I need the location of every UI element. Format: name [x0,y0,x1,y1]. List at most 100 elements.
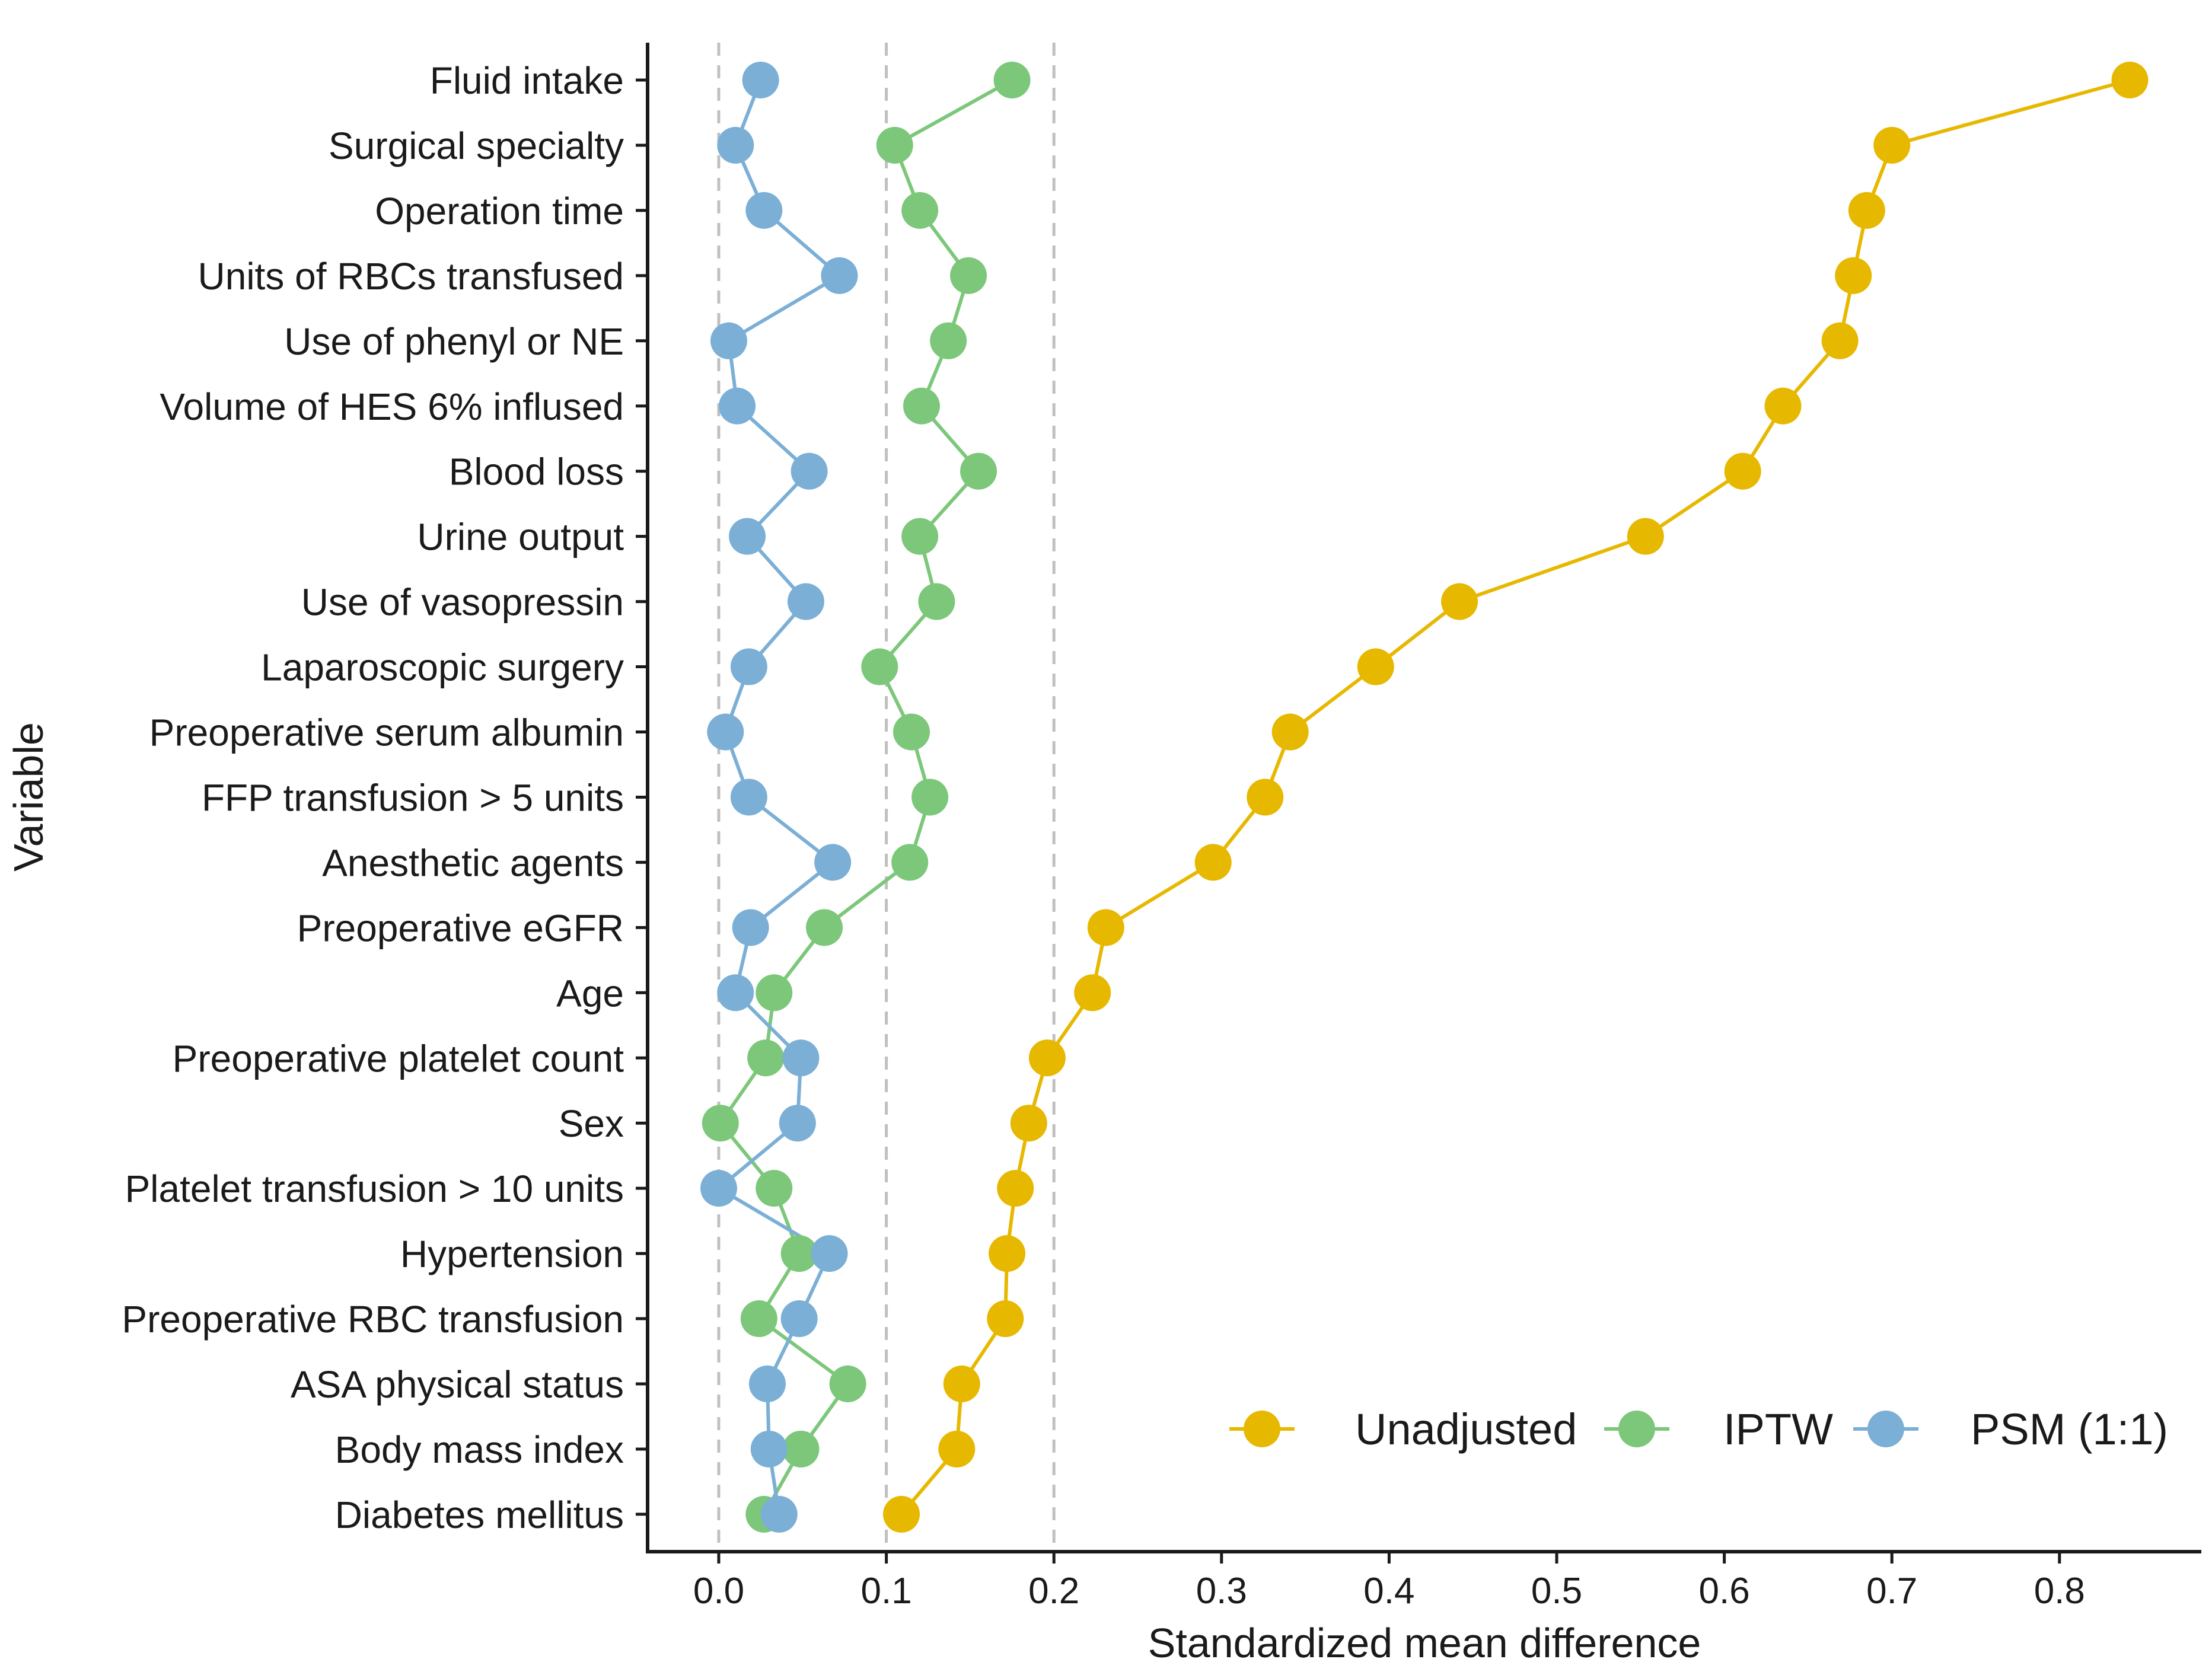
data-point-unadjusted [943,1365,980,1402]
data-point-iptw [993,62,1031,98]
y-tick-label: Laparoscopic surgery [261,646,624,689]
y-tick-label: Hypertension [400,1233,624,1275]
data-point-psm-1-1 [750,1430,788,1467]
data-point-psm-1-1 [729,518,766,555]
data-point-psm-1-1 [700,1170,737,1207]
y-tick-label: Body mass index [335,1428,624,1471]
data-point-unadjusted [1835,257,1872,294]
data-point-iptw [756,1170,793,1207]
data-point-psm-1-1 [730,648,767,685]
y-tick-label: Use of vasopressin [301,581,624,624]
y-tick-label: Preoperative RBC transfusion [122,1298,624,1341]
data-point-unadjusted [2111,62,2149,98]
y-tick-label: Surgical specialty [329,125,624,167]
data-point-unadjusted [938,1430,976,1467]
data-point-iptw [930,322,967,359]
data-point-psm-1-1 [732,909,769,946]
data-point-iptw [960,452,997,490]
data-point-unadjusted [1271,713,1309,751]
legend-key-dot-iptw [1618,1411,1655,1447]
data-point-psm-1-1 [730,779,767,816]
x-axis-ticks: 0.0 0.1 0.2 0.3 0.4 0.5 0.6 0.7 0.8 [693,1552,2085,1612]
data-point-unadjusted [1357,648,1394,685]
y-tick-label: Sex [559,1102,624,1145]
legend-label-psm-1-1: PSM (1:1) [1971,1405,2168,1454]
axes [646,43,2201,1553]
data-point-psm-1-1 [780,1300,818,1338]
data-point-psm-1-1 [717,126,754,164]
data-point-iptw [780,1235,818,1272]
y-tick-label: Units of RBCs transfused [198,255,624,298]
y-tick-label: FFP transfusion > 5 units [202,776,624,819]
y-tick-label: Preoperative eGFR [297,907,624,949]
y-tick-label: Platelet transfusion > 10 units [125,1167,624,1210]
legend-label-unadjusted: Unadjusted [1355,1405,1577,1454]
data-point-unadjusted [987,1300,1024,1338]
data-point-iptw [911,779,949,816]
x-tick-label: 0.0 [693,1571,744,1612]
data-point-iptw [747,1039,785,1077]
data-point-iptw [740,1300,777,1338]
y-axis-title: Variable [5,722,52,872]
data-point-iptw [829,1365,866,1402]
data-point-iptw [861,648,898,685]
data-point-psm-1-1 [787,583,824,620]
data-point-unadjusted [1441,583,1478,620]
data-point-psm-1-1 [821,257,858,294]
data-point-psm-1-1 [791,452,828,490]
data-point-unadjusted [989,1235,1026,1272]
data-point-psm-1-1 [782,1039,820,1077]
data-point-psm-1-1 [760,1495,798,1533]
y-tick-label: Volume of HES 6% inflused [160,385,624,428]
series-points [700,62,2149,1533]
x-tick-label: 0.8 [2034,1571,2085,1612]
data-point-psm-1-1 [748,1365,786,1402]
x-axis-title: Standardized mean difference [1148,1620,1701,1666]
y-tick-label: Operation time [375,190,624,232]
data-point-iptw [903,387,940,425]
data-point-unadjusted [1247,779,1284,816]
data-point-iptw [876,126,913,164]
data-point-psm-1-1 [779,1105,816,1142]
x-tick-label: 0.1 [860,1571,911,1612]
data-point-unadjusted [1074,974,1111,1012]
x-tick-label: 0.6 [1698,1571,1749,1612]
data-point-unadjusted [1724,452,1761,490]
data-point-iptw [901,192,939,229]
x-tick-label: 0.2 [1028,1571,1079,1612]
data-point-psm-1-1 [814,844,852,881]
data-point-iptw [891,844,929,881]
data-point-iptw [918,583,955,620]
reference-lines [717,43,1056,1550]
data-point-unadjusted [1194,844,1232,881]
data-point-unadjusted [1873,126,1911,164]
series-line-unadjusted [900,78,2131,1516]
y-tick-label: Age [556,972,624,1014]
y-tick-label: Fluid intake [430,59,624,102]
legend-key-dot-unadjusted [1244,1411,1280,1447]
data-point-iptw [702,1105,739,1142]
y-axis-ticks: Fluid intake Surgical specialty Operation … [122,59,648,1536]
x-tick-label: 0.7 [1866,1571,1917,1612]
y-tick-label: Preoperative serum albumin [149,712,624,754]
data-point-psm-1-1 [707,713,744,751]
data-point-iptw [950,257,987,294]
data-point-psm-1-1 [710,322,747,359]
x-tick-label: 0.5 [1531,1571,1582,1612]
data-point-psm-1-1 [742,62,779,98]
y-tick-label: Diabetes mellitus [335,1494,624,1536]
data-point-unadjusted [1821,322,1859,359]
data-point-psm-1-1 [719,387,756,425]
data-point-unadjusted [1764,387,1802,425]
legend: Unadjusted IPTW PSM (1:1) [1229,1405,2168,1454]
data-point-unadjusted [1028,1039,1066,1077]
x-tick-label: 0.4 [1363,1571,1414,1612]
data-point-unadjusted [1087,909,1124,946]
y-tick-label: Urine output [417,516,624,559]
data-point-iptw [756,974,793,1012]
x-tick-label: 0.3 [1196,1571,1247,1612]
data-point-iptw [806,909,843,946]
data-point-unadjusted [997,1170,1034,1207]
legend-key-dot-psm-1-1 [1867,1411,1904,1447]
